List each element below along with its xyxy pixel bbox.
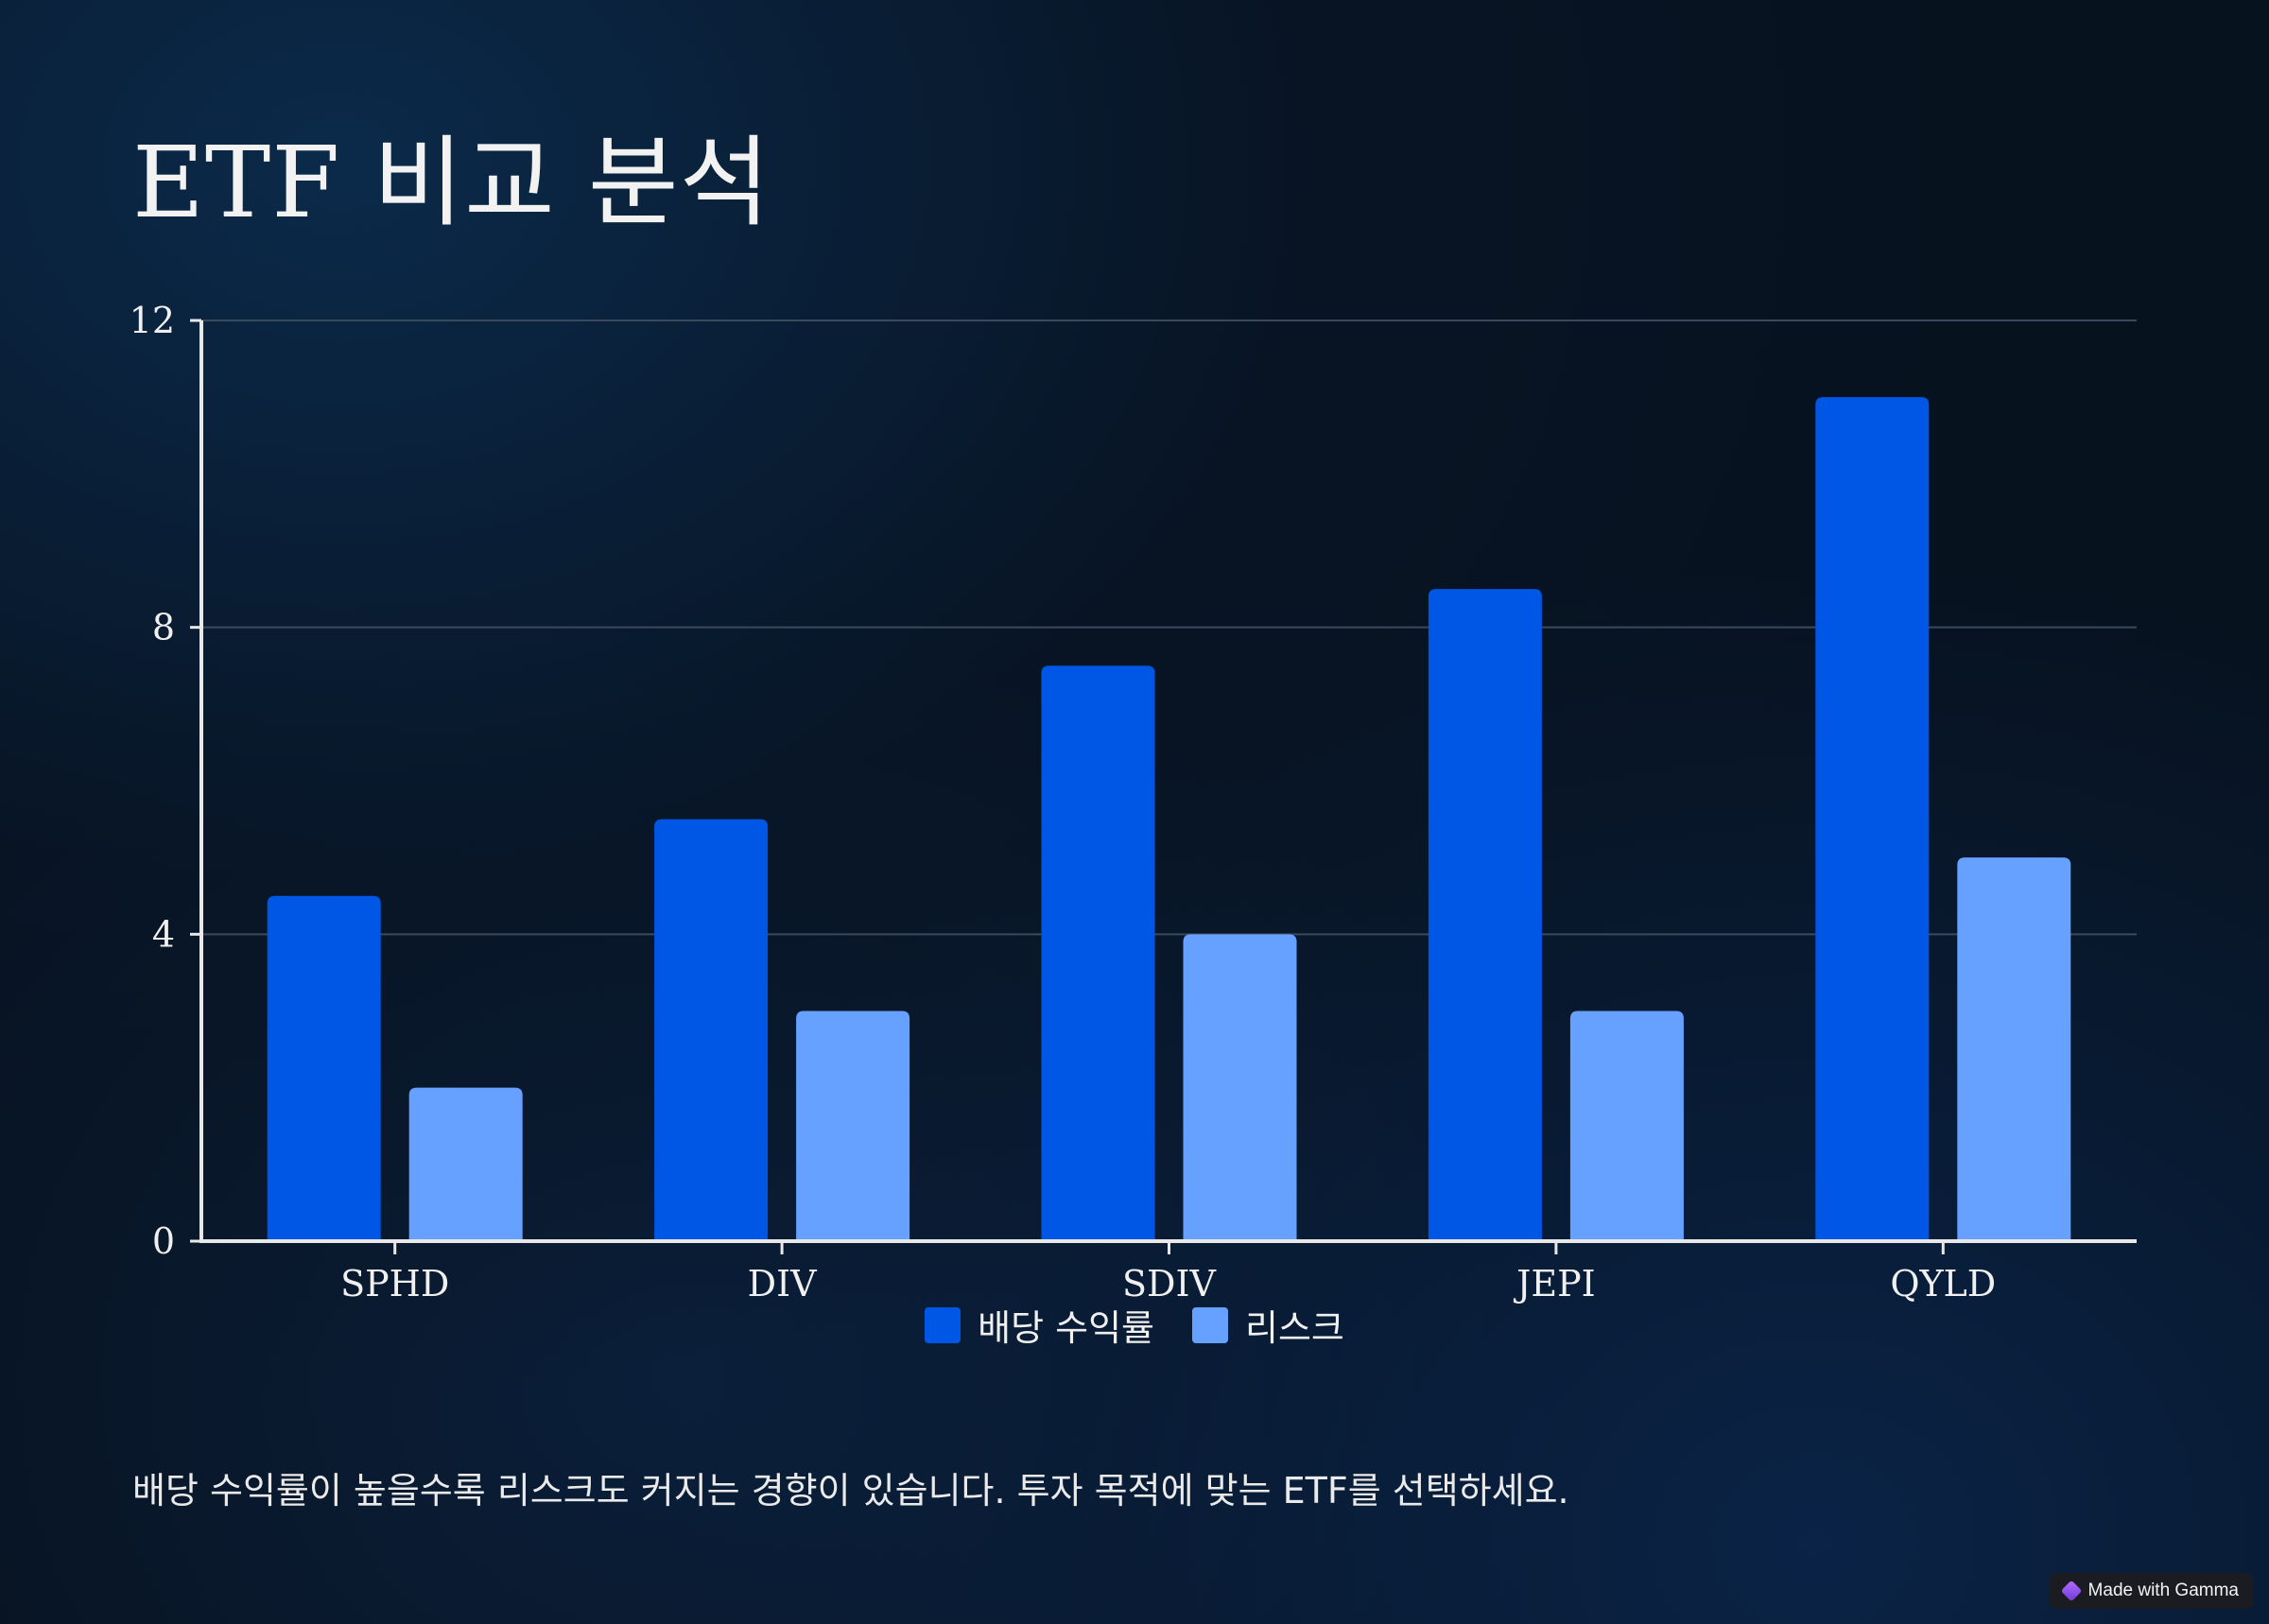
- gamma-logo-icon: [2060, 1580, 2082, 1602]
- y-tick-label: 8: [152, 607, 175, 648]
- bar-qyld-risk: [1957, 857, 2071, 1241]
- bar-sphd-dividend: [267, 895, 381, 1241]
- x-tick-label: SDIV: [1122, 1263, 1217, 1304]
- legend-label-dividend: 배당 수익률: [978, 1307, 1154, 1349]
- x-tick-label: SPHD: [340, 1263, 449, 1304]
- y-tick-label: 12: [130, 300, 175, 341]
- x-tick-label: QYLD: [1890, 1263, 1996, 1304]
- chart-caption: 배당 수익률이 높을수록 리스크도 커지는 경향이 있습니다. 투자 목적에 맞…: [132, 1470, 1569, 1512]
- bar-jepi-risk: [1569, 1011, 1684, 1241]
- bar-qyld-dividend: [1815, 397, 1930, 1242]
- bar-jepi-dividend: [1428, 589, 1542, 1241]
- bar-sdiv-risk: [1183, 934, 1297, 1241]
- x-tick-label: JEPI: [1513, 1263, 1596, 1304]
- x-tick-label: DIV: [748, 1263, 817, 1304]
- legend-swatch-risk: [1192, 1306, 1228, 1343]
- bar-div-risk: [796, 1011, 910, 1241]
- chart-legend: 배당 수익률 리스크: [0, 1299, 2269, 1351]
- page-title: ETF 비교 분석: [132, 125, 771, 240]
- bar-sdiv-dividend: [1041, 665, 1155, 1241]
- legend-item-risk: 리스크: [1192, 1299, 1344, 1351]
- y-tick-label: 4: [152, 913, 175, 955]
- legend-swatch-dividend: [925, 1306, 961, 1343]
- bar-div-dividend: [654, 819, 769, 1241]
- legend-label-risk: 리스크: [1245, 1307, 1344, 1349]
- y-tick-label: 0: [152, 1220, 175, 1262]
- bar-sphd-risk: [408, 1087, 523, 1241]
- legend-item-dividend: 배당 수익률: [925, 1299, 1154, 1351]
- made-with-gamma-badge[interactable]: Made with Gamma: [2048, 1573, 2254, 1609]
- badge-label: Made with Gamma: [2087, 1581, 2239, 1600]
